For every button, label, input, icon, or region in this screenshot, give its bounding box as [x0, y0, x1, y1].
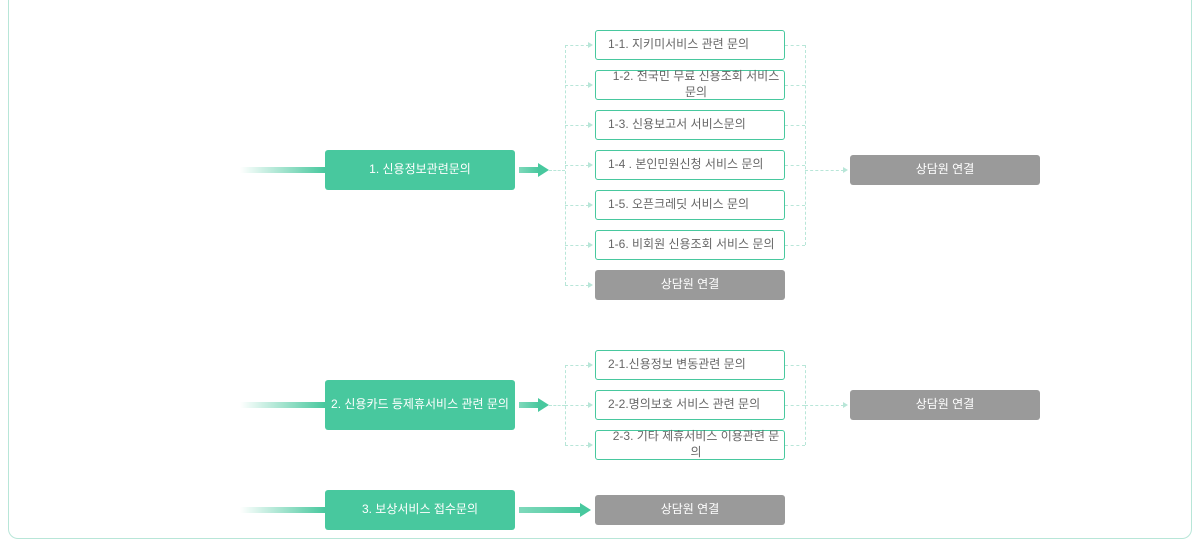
- sub-item-2-2: 2-2.명의보호 서비스 관련 문의: [595, 390, 785, 420]
- sub-item-1-3: 1-3. 신용보고서 서비스문의: [595, 110, 785, 140]
- connector-h: [785, 85, 805, 86]
- connector-h: [785, 125, 805, 126]
- connector-h: [785, 445, 805, 446]
- sub-item-1-4: 1-4 . 본인민원신청 서비스 문의: [595, 150, 785, 180]
- connector-h: [785, 45, 805, 46]
- connector-h: [565, 45, 589, 46]
- arrow-tip: [588, 442, 593, 448]
- main-category-1: 1. 신용정보관련문의: [325, 150, 515, 190]
- main-category-2: 2. 신용카드 등제휴서비스 관련 문의: [325, 380, 515, 430]
- connector-h: [785, 245, 805, 246]
- arrow-tip: [588, 162, 593, 168]
- connector-h: [565, 285, 589, 286]
- connector-h: [805, 170, 844, 171]
- sub-item-1-5: 1-5. 오픈크레딧 서비스 문의: [595, 190, 785, 220]
- sub-item-1-2: 1-2. 전국민 무료 신용조회 서비스문의: [595, 70, 785, 100]
- connector-h: [805, 405, 844, 406]
- connector-h: [785, 205, 805, 206]
- solid-arrow: [519, 400, 549, 410]
- sub-item-1-6: 1-6. 비회원 신용조회 서비스 문의: [595, 230, 785, 260]
- connector-h: [565, 125, 589, 126]
- sub-item-2-1: 2-1.신용정보 변동관련 문의: [595, 350, 785, 380]
- arrow-tip: [588, 122, 593, 128]
- connector-h: [565, 205, 589, 206]
- connector-h: [565, 85, 589, 86]
- connector-h: [785, 365, 805, 366]
- connector-h: [565, 365, 589, 366]
- arrow-tip: [843, 402, 848, 408]
- arrow-tip: [843, 167, 848, 173]
- connect-agent-direct: 상담원 연결: [595, 495, 785, 525]
- sub-item-1-1: 1-1. 지키미서비스 관련 문의: [595, 30, 785, 60]
- connector-h: [549, 170, 565, 171]
- connector-v: [805, 45, 806, 245]
- connector-h: [565, 445, 589, 446]
- arrow-tip: [588, 42, 593, 48]
- main-category-3: 3. 보상서비스 접수문의: [325, 490, 515, 530]
- connector-h: [565, 245, 589, 246]
- connector-h: [549, 405, 565, 406]
- connect-agent-final-2: 상담원 연결: [850, 390, 1040, 420]
- fade-line: [240, 507, 325, 513]
- arrow-tip: [588, 242, 593, 248]
- connector-h: [565, 165, 589, 166]
- fade-line: [240, 167, 325, 173]
- connector-h: [785, 165, 805, 166]
- solid-arrow: [519, 505, 591, 515]
- fade-line: [240, 402, 325, 408]
- arrow-tip: [588, 202, 593, 208]
- connect-agent-final-1: 상담원 연결: [850, 155, 1040, 185]
- sub-item-2-3: 2-3. 기타 제휴서비스 이용관련 문의: [595, 430, 785, 460]
- solid-arrow: [519, 165, 549, 175]
- connector-h: [565, 405, 589, 406]
- arrow-tip: [588, 282, 593, 288]
- arrow-tip: [588, 82, 593, 88]
- arrow-tip: [588, 362, 593, 368]
- arrow-tip: [588, 402, 593, 408]
- connect-agent-bottom-1: 상담원 연결: [595, 270, 785, 300]
- connector-h: [785, 405, 805, 406]
